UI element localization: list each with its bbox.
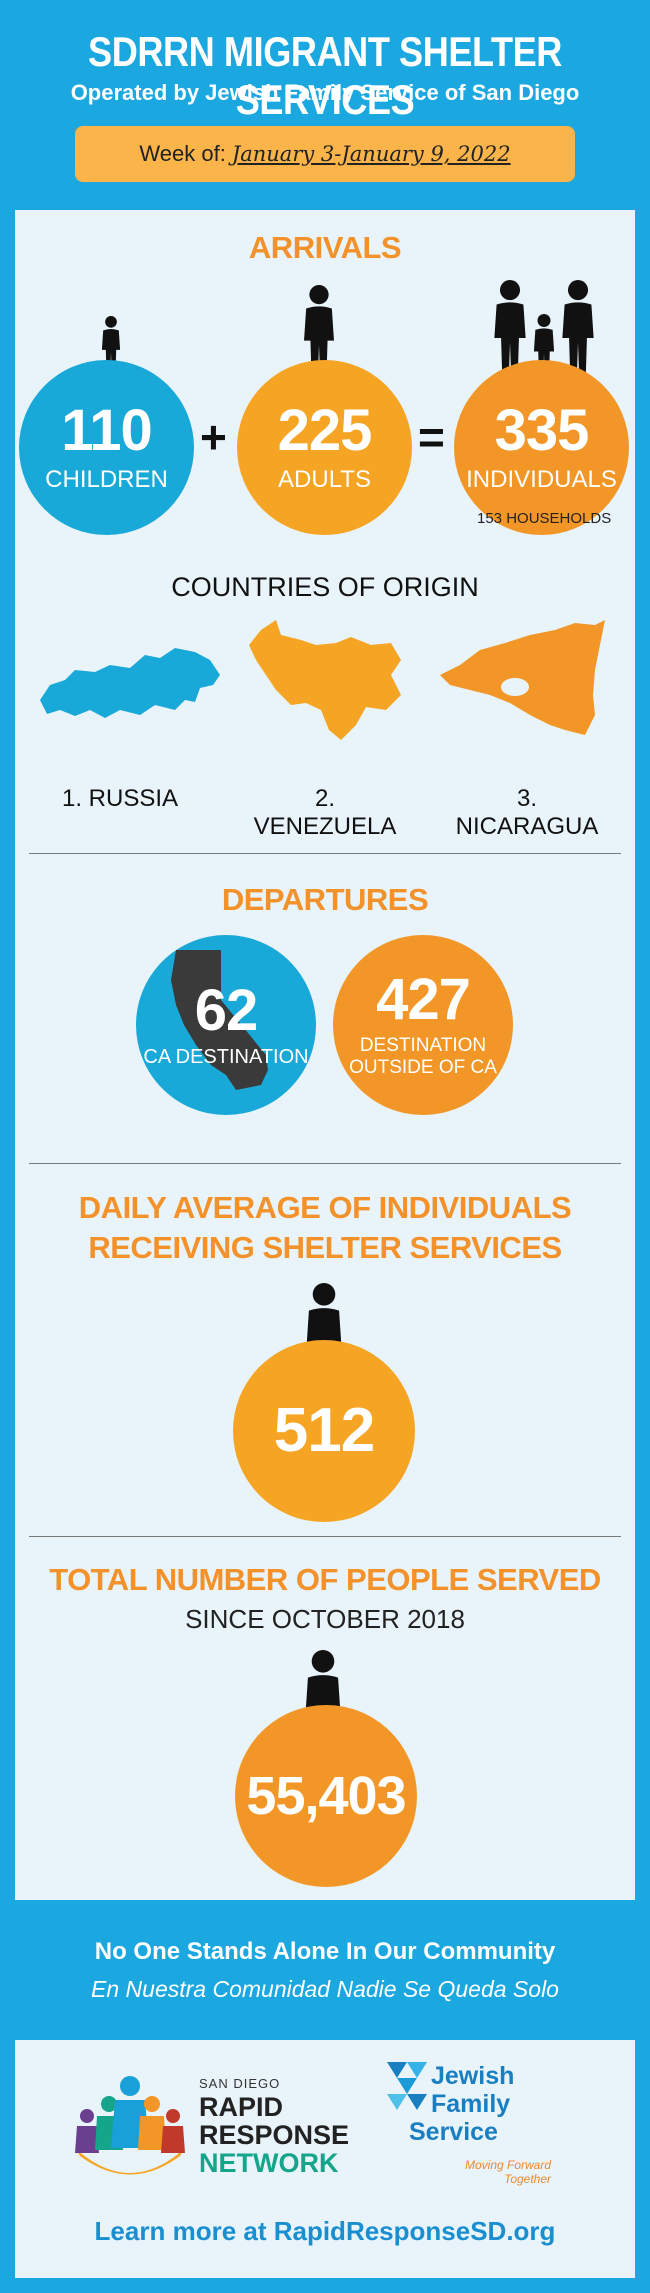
individuals-label: INDIVIDUALS <box>466 465 617 493</box>
ca-destination-value: 62 <box>194 977 259 1043</box>
plus-sign: + <box>200 411 227 463</box>
tagline-english: No One Stands Alone In Our Community <box>94 1938 556 1965</box>
nicaragua-map-icon <box>440 620 605 735</box>
jfs-tag-line-1: Moving Forward <box>465 2158 552 2172</box>
daily-title-line1: DAILY AVERAGE OF INDIVIDUALS <box>78 1190 572 1225</box>
daily-average-value: 512 <box>273 1396 375 1465</box>
rrn-line-2: RESPONSE <box>199 2120 350 2150</box>
outside-ca-value: 427 <box>376 967 471 1032</box>
country-2: 2. VENEZUELA <box>253 785 397 840</box>
adults-value: 225 <box>277 397 373 463</box>
outside-ca-label: DESTINATION OUTSIDE OF CA <box>349 1035 497 1079</box>
page-title: SDRRN MIGRANT SHELTER SERVICES <box>88 28 562 123</box>
california-map-icon <box>171 950 268 1090</box>
total-served-circle: 55,403 <box>235 1705 417 1887</box>
total-served-title: TOTAL NUMBER OF PEOPLE SERVED <box>49 1562 601 1597</box>
venezuela-map-icon <box>249 620 401 740</box>
children-value: 110 <box>61 397 153 463</box>
total-served-value: 55,403 <box>246 1766 406 1826</box>
outside-ca-circle: 427 DESTINATION OUTSIDE OF CA <box>333 935 513 1115</box>
arrivals-title: ARRIVALS <box>248 230 402 265</box>
countries-title: COUNTRIES OF ORIGIN <box>171 572 479 602</box>
country-1: 1. RUSSIA <box>61 785 179 812</box>
households-count: 153 HOUSEHOLDS <box>477 510 612 527</box>
divider <box>29 1163 621 1164</box>
rrn-line-1: RAPID <box>199 2092 284 2122</box>
tagline-spanish: En Nuestra Comunidad Nadie Se Queda Solo <box>91 1976 559 2002</box>
rrn-line-3: NETWORK <box>199 2148 339 2178</box>
week-dates: January 3-January 9, 2022 <box>231 142 511 166</box>
jfs-tagline: Moving Forward Together <box>465 2158 551 2186</box>
jfs-line-2: Family <box>431 2090 511 2118</box>
footer-panel: SAN DIEGO RAPID RESPONSE NETWORK Jewish … <box>15 2040 635 2278</box>
individuals-value: 335 <box>494 397 590 463</box>
daily-average-circle: 512 <box>233 1340 415 1522</box>
outside-ca-label-line1: DESTINATION <box>359 1035 487 1056</box>
children-circle: 110 CHILDREN <box>19 360 194 535</box>
divider <box>29 853 621 854</box>
divider <box>29 1536 621 1537</box>
learn-more-link[interactable]: Learn more at RapidResponseSD.org <box>94 2216 556 2246</box>
rrn-small-label: SAN DIEGO <box>199 2076 281 2091</box>
jfs-name: Jewish Family Service <box>409 2062 515 2146</box>
daily-average-title: DAILY AVERAGE OF INDIVIDUALS RECEIVING S… <box>15 1188 635 1268</box>
total-served-subtitle: SINCE OCTOBER 2018 <box>185 1604 465 1634</box>
adults-circle: 225 ADULTS <box>237 360 412 535</box>
jfs-line-1: Jewish <box>431 2062 515 2090</box>
ca-destination-circle: 62 CA DESTINATION <box>136 935 316 1115</box>
rrn-logo <box>75 2076 185 2175</box>
jfs-logo <box>387 2062 427 2110</box>
equals-sign: = <box>418 411 445 463</box>
jfs-line-3: Service <box>409 2118 498 2146</box>
adults-label: ADULTS <box>278 465 371 493</box>
russia-map-icon <box>40 648 220 718</box>
daily-title-line2: RECEIVING SHELTER SERVICES <box>88 1230 562 1265</box>
week-banner: Week of: January 3-January 9, 2022 <box>75 126 575 182</box>
week-label: Week of: <box>139 141 226 166</box>
outside-ca-label-line2: OUTSIDE OF CA <box>349 1057 497 1078</box>
jfs-tag-line-2: Together <box>504 2172 552 2186</box>
page-subtitle: Operated by Jewish Family Service of San… <box>70 80 580 105</box>
main-panel: ARRIVALS 110 CHILDREN + 225 ADULTS = 335… <box>15 210 635 1900</box>
individuals-circle: 335 INDIVIDUALS <box>454 360 629 535</box>
children-label: CHILDREN <box>45 465 168 493</box>
departures-title: DEPARTURES <box>221 882 429 917</box>
country-3: 3. NICARAGUA <box>455 785 599 840</box>
ca-destination-label: CA DESTINATION <box>143 1045 309 1068</box>
